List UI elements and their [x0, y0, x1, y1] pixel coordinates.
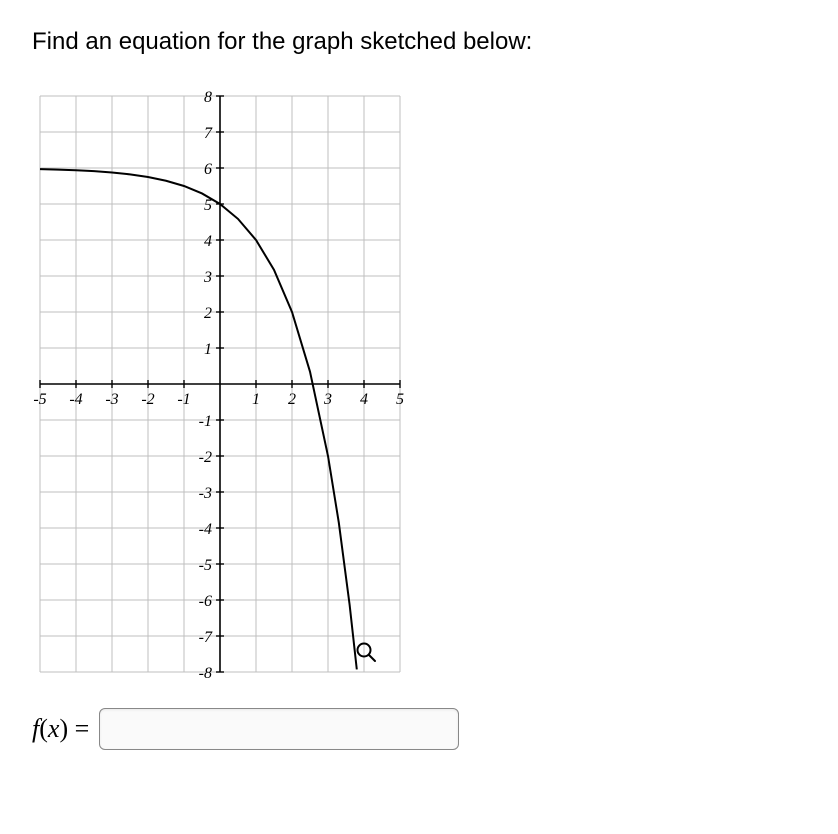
answer-input[interactable] — [99, 708, 459, 750]
x-tick-label: 4 — [360, 391, 368, 408]
x-tick-label: -1 — [177, 391, 190, 408]
x-tick-label: -2 — [141, 391, 154, 408]
y-tick-label: -2 — [199, 449, 212, 466]
x-tick-label: -5 — [33, 391, 46, 408]
y-tick-label: 3 — [203, 269, 212, 286]
x-tick-label: 1 — [252, 391, 260, 408]
magnifier-icon[interactable] — [354, 640, 378, 669]
x-symbol: x — [48, 714, 60, 743]
fx-label: f(x) = — [32, 714, 89, 744]
y-tick-label: 4 — [204, 233, 212, 250]
x-tick-label: 2 — [288, 391, 296, 408]
y-tick-label: 1 — [204, 341, 212, 358]
x-tick-label: 5 — [396, 391, 404, 408]
y-tick-label: -1 — [199, 413, 212, 430]
y-tick-label: -4 — [199, 521, 212, 538]
y-tick-label: -8 — [199, 665, 212, 680]
function-graph: -5-4-3-2-112345-8-7-6-5-4-3-2-112345678 — [32, 88, 408, 680]
y-tick-label: -3 — [199, 485, 212, 502]
close-paren: ) — [59, 714, 68, 743]
x-tick-label: -3 — [105, 391, 118, 408]
answer-row: f(x) = — [32, 708, 806, 750]
y-tick-label: -6 — [199, 593, 212, 610]
y-tick-label: -5 — [199, 557, 212, 574]
open-paren: ( — [39, 714, 48, 743]
y-tick-label: 2 — [204, 305, 212, 322]
y-tick-label: 6 — [204, 161, 212, 178]
equals-sign: = — [75, 714, 90, 743]
x-tick-label: -4 — [69, 391, 82, 408]
question-prompt: Find an equation for the graph sketched … — [32, 28, 806, 56]
y-tick-label: 8 — [204, 89, 212, 106]
y-tick-label: 7 — [204, 125, 213, 142]
x-tick-label: 3 — [323, 391, 332, 408]
y-tick-label: -7 — [199, 629, 213, 646]
graph-area: -5-4-3-2-112345-8-7-6-5-4-3-2-112345678 — [32, 88, 806, 680]
